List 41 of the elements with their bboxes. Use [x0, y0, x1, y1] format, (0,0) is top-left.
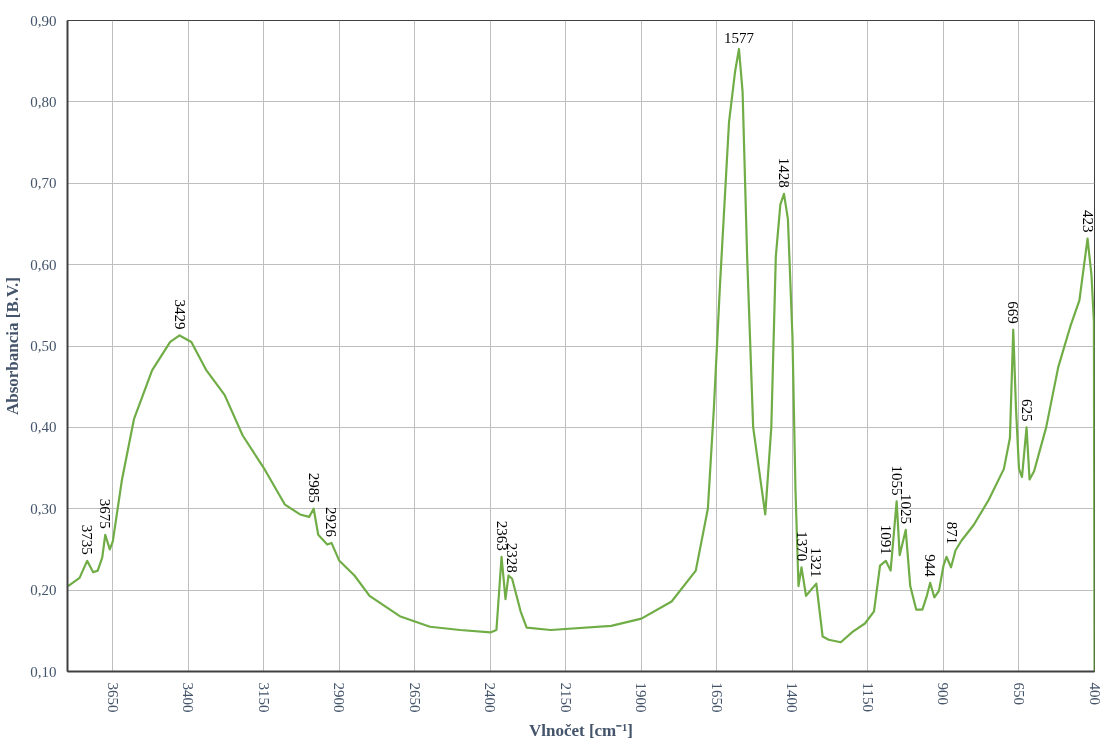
x-tick-label: 3650 — [104, 682, 121, 713]
annotation: 1321 — [808, 547, 825, 578]
x-axis-title: Vlnočet [cm⁻¹] — [528, 720, 634, 740]
x-tick-label: 1650 — [708, 682, 725, 713]
annotation: 1091 — [877, 524, 894, 555]
annotation: 625 — [1018, 398, 1035, 422]
x-tick-label: 3150 — [255, 682, 272, 713]
annotation: 669 — [1005, 301, 1022, 324]
x-tick-label: 2400 — [482, 682, 499, 713]
x-tick-label: 2900 — [331, 682, 348, 713]
y-tick-label: 0,20 — [30, 582, 57, 599]
x-tick-label: 2650 — [406, 682, 423, 713]
annotation: 1370 — [793, 531, 810, 562]
x-tick-label: 3400 — [180, 682, 197, 713]
y-tick-label: 0,90 — [30, 12, 57, 29]
y-tick-label: 0,40 — [30, 419, 57, 436]
annotation: 3429 — [171, 299, 188, 330]
y-tick-label: 0,80 — [30, 93, 57, 110]
annotation: 1428 — [775, 157, 792, 188]
y-tick-label: 0,30 — [30, 500, 57, 517]
y-tick-label: 0,70 — [30, 175, 57, 192]
x-tick-label: 400 — [1086, 682, 1103, 705]
y-tick-label: 0,50 — [30, 338, 57, 354]
y-tick-label: 0,60 — [30, 256, 57, 273]
annotation: 944 — [922, 554, 939, 578]
annotation: 1055 — [888, 465, 905, 496]
y-axis-title: Absorbancia [B.V.] — [3, 276, 23, 416]
annotation: 1577 — [723, 29, 755, 46]
annotation: 423 — [1079, 210, 1096, 233]
x-tick-label: 1900 — [633, 682, 650, 713]
x-tick-label: 2150 — [557, 682, 574, 713]
x-tick-label: 650 — [1010, 682, 1027, 705]
annotation: 2985 — [305, 472, 322, 503]
x-tick-label: 900 — [935, 682, 952, 705]
y-tick-label: 0,10 — [30, 663, 57, 680]
x-tick-label: 1400 — [784, 682, 801, 713]
annotation: 871 — [944, 521, 961, 545]
annotation: 3735 — [79, 524, 96, 555]
x-tick-label: 1150 — [859, 682, 876, 712]
annotation: 2926 — [323, 506, 340, 538]
annotation: 3675 — [97, 498, 114, 529]
